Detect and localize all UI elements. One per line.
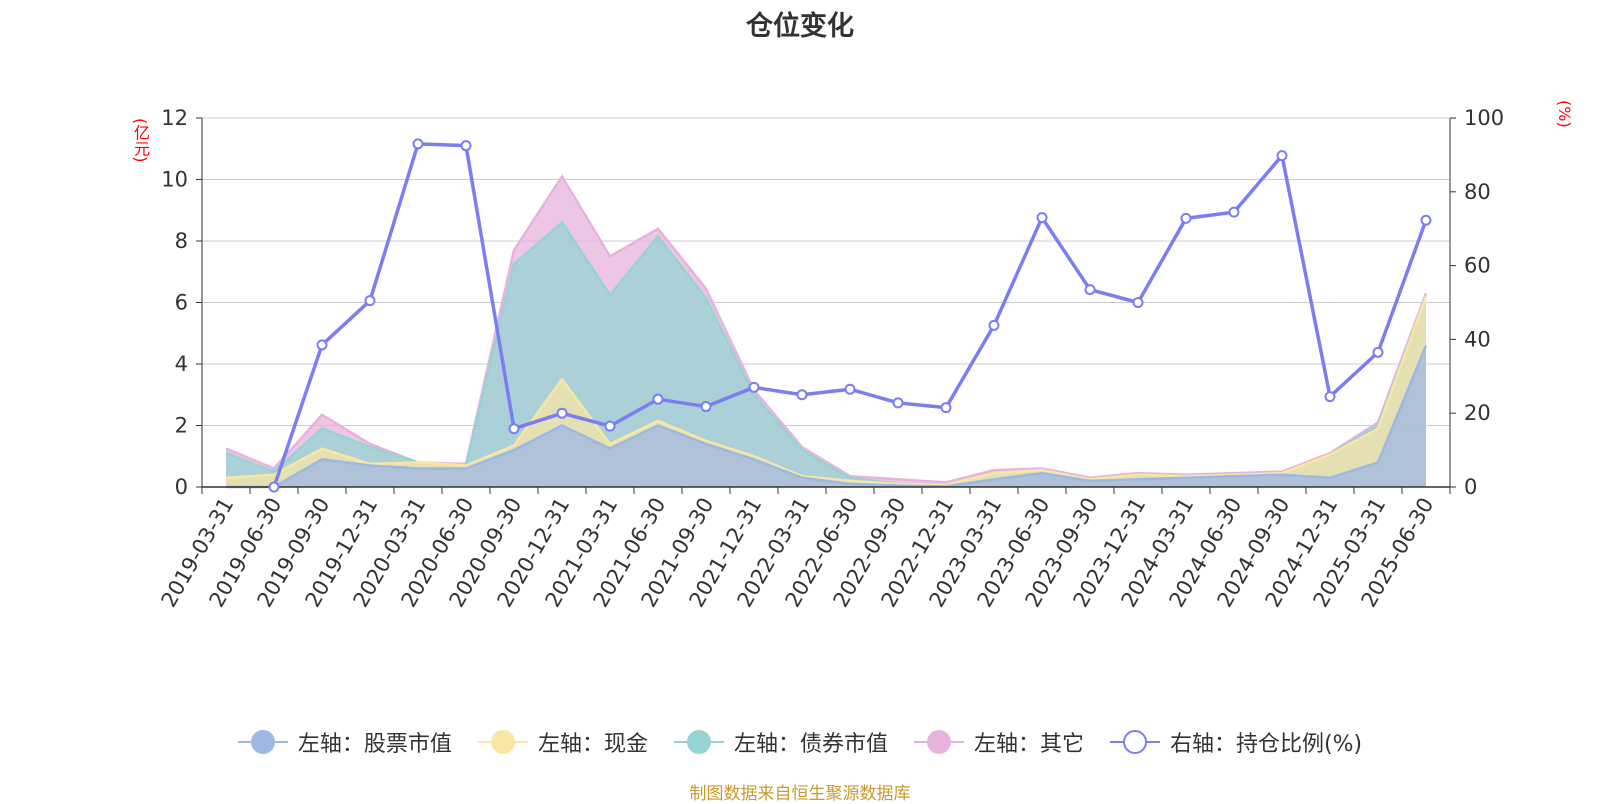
- left-tick-label: 8: [175, 229, 188, 253]
- legend-bond-label: 左轴：债券市值: [733, 732, 888, 757]
- right-tick-label: 40: [1464, 327, 1491, 351]
- ratio-point: [1180, 212, 1192, 224]
- legend-cash-icon: [477, 727, 528, 757]
- ratio-point: [316, 339, 328, 351]
- ratio-point: [268, 481, 280, 493]
- ratio-point: [748, 381, 760, 393]
- ratio-point: [1420, 214, 1432, 226]
- ratio-point: [796, 389, 808, 401]
- left-tick-label: 12: [161, 106, 188, 130]
- ratio-point: [604, 420, 616, 432]
- source-note: 制图数据来自恒生聚源数据库: [689, 784, 911, 804]
- area-左轴：其它: [226, 176, 1426, 488]
- area-左轴：现金: [226, 296, 1426, 487]
- left-axis-unit: (亿元): [131, 118, 150, 163]
- right-tick-label: 80: [1464, 180, 1491, 204]
- ratio-point: [1228, 206, 1240, 218]
- legend: 左轴：股票市值 左轴：现金 左轴：债券市值 左轴：其它 右轴：持仓比例(%): [0, 725, 1600, 759]
- ratio-point: [1324, 391, 1336, 403]
- right-tick-label: 0: [1464, 475, 1477, 499]
- area-edge-左轴：其它: [225, 174, 1428, 484]
- ratio-point: [364, 295, 376, 307]
- chart-title: 仓位变化: [746, 11, 854, 42]
- legend-other-icon: [913, 727, 964, 757]
- ratio-point: [556, 407, 568, 419]
- legend-bond-icon: [673, 727, 724, 757]
- ratio-point: [844, 383, 856, 395]
- area-左轴：债券市值: [226, 222, 1426, 488]
- ratio-point: [412, 138, 424, 150]
- right-tick-label: 20: [1464, 401, 1491, 425]
- ratio-line: [272, 142, 1428, 488]
- ratio-point: [892, 397, 904, 409]
- legend-item-cash[interactable]: 左轴：现金: [477, 726, 648, 758]
- left-tick-label: 10: [161, 168, 188, 192]
- ratio-point: [700, 401, 712, 413]
- area-左轴：股票市值: [226, 345, 1426, 487]
- ratio-point: [1276, 150, 1288, 162]
- ratio-point: [1084, 284, 1096, 296]
- plot-area: 0246810120204060801002019-03-312019-06-3…: [157, 106, 1505, 611]
- ratio-point: [1372, 346, 1384, 358]
- ratio-point: [460, 140, 472, 152]
- ratio-point: [1132, 297, 1144, 308]
- legend-item-other[interactable]: 左轴：其它: [913, 726, 1084, 758]
- area-edge-左轴：股票市值: [226, 345, 1428, 489]
- left-tick-label: 2: [175, 414, 188, 438]
- ratio-point: [988, 319, 1000, 331]
- right-tick-label: 100: [1464, 106, 1504, 130]
- legend-stock-icon: [237, 727, 288, 757]
- legend-item-bond[interactable]: 左轴：债券市值: [673, 726, 888, 758]
- ratio-point: [652, 393, 664, 405]
- left-tick-label: 0: [175, 475, 188, 499]
- legend-other-label: 左轴：其它: [973, 732, 1084, 757]
- ratio-point: [940, 402, 952, 414]
- left-tick-label: 4: [175, 352, 188, 376]
- left-tick-label: 6: [175, 291, 188, 315]
- legend-cash-label: 左轴：现金: [537, 732, 648, 757]
- ratio-point: [1036, 212, 1048, 224]
- legend-stock-label: 左轴：股票市值: [297, 732, 452, 757]
- area-edge-左轴：债券市值: [225, 220, 1428, 487]
- legend-item-stock[interactable]: 左轴：股票市值: [237, 726, 452, 758]
- legend-ratio-icon: [1109, 727, 1160, 757]
- right-axis-unit: (%): [1555, 100, 1574, 128]
- ratio-point: [508, 423, 520, 435]
- area-edge-左轴：现金: [225, 295, 1428, 487]
- legend-item-ratio[interactable]: 右轴：持仓比例(%): [1109, 726, 1363, 758]
- right-tick-label: 60: [1464, 254, 1491, 278]
- legend-ratio-label: 右轴：持仓比例(%): [1169, 732, 1363, 757]
